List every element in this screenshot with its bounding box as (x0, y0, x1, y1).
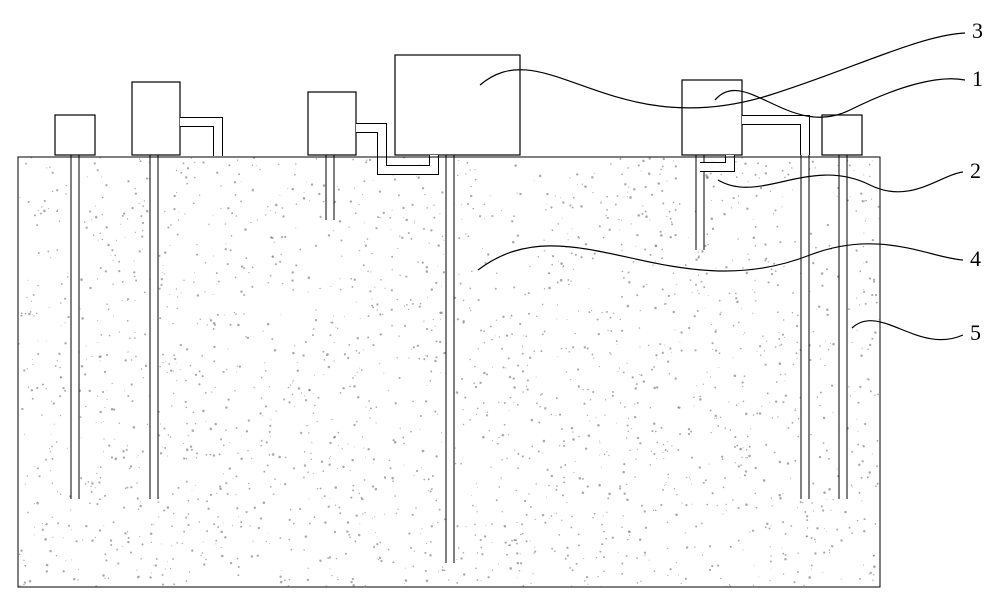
leader-5-label: 5 (970, 320, 981, 345)
riser-left-small (71, 155, 79, 499)
above-ground-units (55, 55, 862, 155)
j-right-unit-to-deep (742, 120, 805, 155)
leader-1-label: 1 (972, 66, 983, 91)
riser-right-small (839, 155, 847, 499)
tall-box-mid (308, 92, 356, 155)
riser-central (446, 155, 454, 563)
leader-1 (715, 79, 965, 118)
right-unit (682, 80, 742, 155)
small-box-right (822, 115, 862, 155)
leader-3-label: 3 (972, 18, 983, 43)
tall-box-left (132, 82, 180, 155)
riser-left-tall-v (150, 155, 158, 499)
leader-4-label: 4 (970, 246, 981, 271)
leader-2-label: 2 (970, 158, 981, 183)
leader-labels: 3 1 2 4 5 (970, 18, 983, 345)
riser-mid-tall-v (326, 155, 334, 220)
small-box-left (55, 115, 95, 155)
j-left-tall-to-ground (180, 122, 218, 156)
riser-deep-right (801, 155, 809, 499)
diagram-root: 3 1 2 4 5 (0, 0, 1000, 610)
central-unit (395, 55, 520, 155)
